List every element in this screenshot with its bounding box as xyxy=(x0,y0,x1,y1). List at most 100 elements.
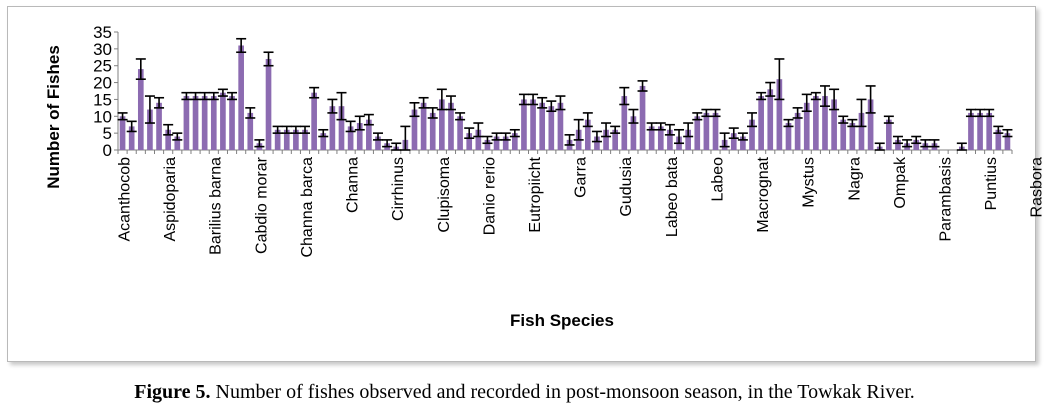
bar xyxy=(685,129,691,150)
bar xyxy=(521,99,527,150)
bar xyxy=(968,112,974,150)
bar xyxy=(484,139,491,150)
bar xyxy=(457,116,463,150)
figure-caption: Figure 5. Number of fishes observed and … xyxy=(0,381,1049,404)
y-tick-label: 5 xyxy=(103,124,112,143)
bar xyxy=(265,58,272,150)
bar xyxy=(594,136,600,150)
bar xyxy=(311,92,317,150)
bar xyxy=(858,112,865,150)
bar xyxy=(238,45,244,150)
category-label: Labeo xyxy=(709,157,726,202)
bar xyxy=(584,119,591,150)
y-tick-label: 30 xyxy=(93,40,112,59)
bar xyxy=(147,109,153,150)
category-label: Mystus xyxy=(801,157,818,208)
bar xyxy=(165,129,172,150)
bar xyxy=(329,106,336,150)
bar xyxy=(347,126,354,150)
bar xyxy=(831,99,837,150)
bar xyxy=(356,123,363,150)
category-label: Gudusia xyxy=(618,157,635,217)
bar xyxy=(156,102,162,150)
bar xyxy=(511,133,518,150)
bar xyxy=(849,123,856,150)
x-axis-title: Fish Species xyxy=(510,311,614,330)
bar xyxy=(493,136,500,150)
category-label: Clupisoma xyxy=(436,157,453,233)
bar xyxy=(174,136,181,150)
bar xyxy=(703,112,710,150)
bar xyxy=(657,126,664,150)
category-label: Macrognat xyxy=(755,156,772,232)
bar xyxy=(758,96,764,150)
bar xyxy=(229,96,235,150)
figure-label: Figure 5. xyxy=(134,381,211,403)
y-tick-label: 25 xyxy=(93,57,112,76)
bar xyxy=(247,112,254,150)
bar xyxy=(128,126,135,150)
category-label: Parambasis xyxy=(937,157,954,241)
category-label: Eutropiicht xyxy=(527,156,544,232)
bar xyxy=(557,102,564,150)
bar xyxy=(539,102,546,150)
bar xyxy=(886,119,892,150)
bar xyxy=(475,129,482,150)
bar xyxy=(794,112,801,150)
bar xyxy=(667,129,673,150)
bar xyxy=(338,106,345,150)
category-label: Cirrhinus xyxy=(390,157,407,221)
bar xyxy=(366,119,372,150)
bar xyxy=(767,89,774,150)
y-tick-label: 20 xyxy=(93,74,112,93)
category-label: Ompak xyxy=(892,156,909,209)
bar xyxy=(612,129,619,150)
bar xyxy=(813,96,819,150)
bar xyxy=(302,129,308,150)
bar xyxy=(694,116,701,150)
bar xyxy=(137,69,144,150)
category-label: Garra xyxy=(573,157,590,198)
bar xyxy=(977,112,983,150)
bar xyxy=(913,139,920,150)
bar xyxy=(283,129,290,150)
bar xyxy=(375,136,381,150)
bar xyxy=(119,116,126,150)
y-tick-label: 10 xyxy=(93,107,112,126)
bar xyxy=(995,129,1002,150)
bar xyxy=(448,102,454,150)
bar xyxy=(740,136,746,150)
category-label: Channa barca xyxy=(299,157,316,258)
bar xyxy=(183,96,190,150)
category-label: Rasbora xyxy=(1029,157,1046,218)
bar xyxy=(201,96,208,150)
bar xyxy=(648,126,655,150)
bar xyxy=(986,112,993,150)
bar xyxy=(712,112,719,150)
category-label: Puntius xyxy=(983,157,1000,210)
bar xyxy=(192,96,199,150)
bar xyxy=(439,99,445,150)
category-label: Danio rerio xyxy=(481,157,498,235)
bar xyxy=(603,129,609,150)
y-tick-label: 35 xyxy=(93,23,112,42)
y-tick-label: 15 xyxy=(93,90,112,109)
chart-frame xyxy=(7,6,1036,362)
bar xyxy=(630,116,637,150)
bar xyxy=(220,92,226,150)
bar xyxy=(420,102,427,150)
bar xyxy=(210,96,217,150)
bar xyxy=(822,96,828,150)
category-label: Aspidoparia xyxy=(162,157,179,242)
bar xyxy=(466,133,473,150)
bar xyxy=(895,139,901,150)
bar xyxy=(293,129,299,150)
bar xyxy=(785,123,792,150)
category-label: Cabdio morar xyxy=(253,156,270,254)
y-axis-title: Number of Fishes xyxy=(44,45,63,189)
figure-caption-text: Number of fishes observed and recorded i… xyxy=(215,381,915,403)
bar xyxy=(749,119,755,150)
category-label: Labeo bata xyxy=(664,157,681,237)
bar xyxy=(840,119,847,150)
